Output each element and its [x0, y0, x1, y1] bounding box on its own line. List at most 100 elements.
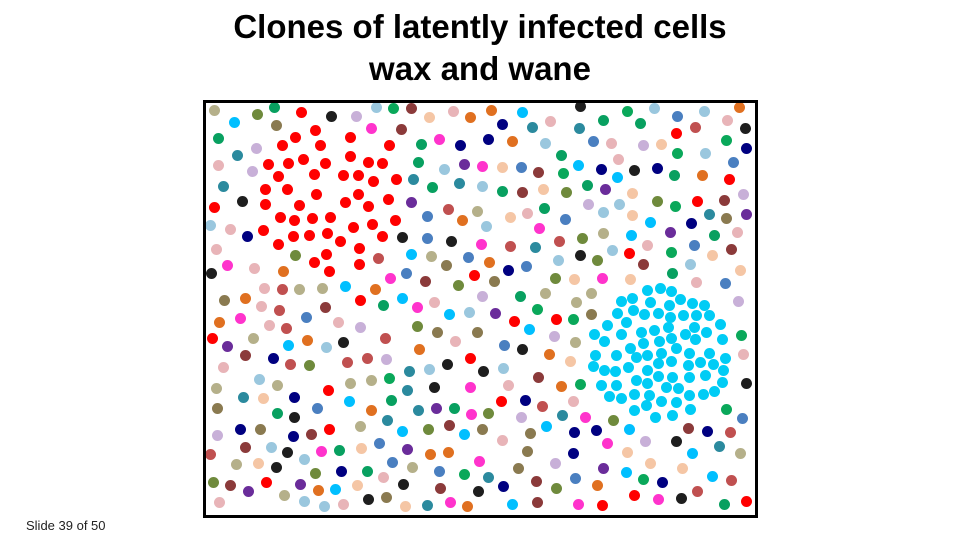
cyan-clone-dot	[599, 336, 611, 348]
cell-dot	[321, 341, 333, 353]
cell-dot	[506, 499, 518, 511]
cell-dot	[373, 252, 385, 264]
cell-dot	[573, 498, 585, 510]
cell-dot	[549, 457, 561, 469]
cell-dot	[206, 333, 218, 345]
cell-dot	[462, 501, 474, 513]
cell-dot	[667, 267, 679, 279]
cell-dot	[424, 112, 436, 124]
cell-dot	[446, 235, 458, 247]
cell-dot	[740, 495, 752, 507]
cell-dot	[568, 427, 580, 439]
cell-dot	[214, 316, 226, 328]
cell-dot	[388, 103, 400, 114]
cyan-clone-dot	[672, 383, 684, 395]
cell-dot	[483, 133, 495, 145]
cell-dot	[522, 445, 534, 457]
red-clone-dot	[321, 228, 333, 240]
cyan-clone-dot	[707, 359, 719, 371]
cell-dot	[706, 471, 718, 483]
cell-dot	[271, 408, 283, 420]
cell-dot	[243, 485, 255, 497]
cell-dot	[473, 486, 485, 498]
cell-dot	[206, 448, 217, 460]
cell-dot	[568, 447, 580, 459]
cell-dot	[595, 164, 607, 176]
cell-dot	[497, 434, 509, 446]
cyan-clone-dot	[603, 391, 615, 403]
cell-dot	[448, 105, 460, 117]
cell-dot	[281, 322, 293, 334]
cyan-clone-dot	[624, 343, 636, 355]
cell-dot	[585, 309, 597, 321]
cyan-clone-dot	[628, 404, 640, 416]
cyan-clone-dot	[628, 305, 640, 317]
cyan-clone-dot	[687, 298, 698, 310]
cyan-clone-dot	[611, 308, 623, 320]
cell-dot	[740, 377, 752, 389]
cell-dot	[277, 284, 289, 296]
cyan-clone-dot	[703, 309, 715, 321]
cyan-clone-dot	[645, 296, 657, 308]
cell-dot	[539, 287, 551, 299]
cell-dot	[405, 103, 417, 114]
cell-dot	[444, 309, 456, 321]
cell-dot	[421, 210, 433, 222]
cell-dot	[381, 491, 393, 503]
red-clone-dot	[274, 212, 286, 224]
red-clone-dot	[324, 265, 336, 277]
cell-dot	[612, 171, 624, 183]
cyan-clone-dot	[654, 282, 666, 294]
cell-dot	[336, 466, 348, 478]
cell-dot	[540, 421, 552, 433]
cell-dot	[338, 499, 350, 511]
cell-dot	[473, 456, 485, 468]
cell-dot	[538, 183, 550, 195]
cell-dot	[683, 422, 695, 434]
cell-dot	[318, 500, 330, 512]
cell-dot	[670, 200, 682, 212]
red-clone-dot	[260, 183, 272, 195]
cyan-clone-dot	[698, 299, 710, 311]
cell-dot	[412, 405, 424, 417]
red-clone-dot	[321, 249, 333, 261]
cell-dot	[653, 493, 665, 505]
cell-dot	[295, 107, 307, 119]
cell-dot	[345, 378, 357, 390]
cell-dot	[701, 426, 713, 438]
red-clone-dot	[352, 170, 364, 182]
cyan-clone-dot	[641, 364, 653, 376]
red-clone-dot	[344, 132, 356, 144]
cell-dot	[606, 138, 618, 150]
cell-dot	[434, 483, 446, 495]
cell-dot	[538, 203, 550, 215]
cell-dot	[265, 441, 277, 453]
cell-dot	[440, 259, 452, 271]
cell-dot	[425, 251, 437, 263]
cell-dot	[379, 333, 391, 345]
cell-dot	[234, 312, 246, 324]
cell-dot	[365, 404, 377, 416]
cell-dot	[515, 290, 527, 302]
cell-dot	[278, 489, 290, 501]
cell-dot	[258, 224, 270, 236]
cell-dot	[534, 223, 546, 235]
cell-dot	[472, 205, 484, 217]
cell-dot	[531, 475, 543, 487]
cyan-clone-dot	[715, 318, 727, 330]
cell-dot	[613, 199, 625, 211]
cell-dot	[503, 380, 515, 392]
cell-dot	[736, 329, 748, 341]
cell-dot	[477, 424, 489, 436]
cell-dot	[526, 122, 538, 134]
cell-dot	[222, 260, 234, 272]
cyan-clone-dot	[678, 310, 690, 322]
cell-dot	[724, 426, 736, 438]
cell-dot	[396, 426, 408, 438]
cell-dot	[685, 218, 697, 230]
cyan-clone-dot	[684, 403, 696, 415]
cell-dot	[448, 402, 460, 414]
cell-dot	[485, 104, 497, 116]
cell-dot	[655, 139, 667, 151]
cell-dot	[648, 103, 660, 114]
